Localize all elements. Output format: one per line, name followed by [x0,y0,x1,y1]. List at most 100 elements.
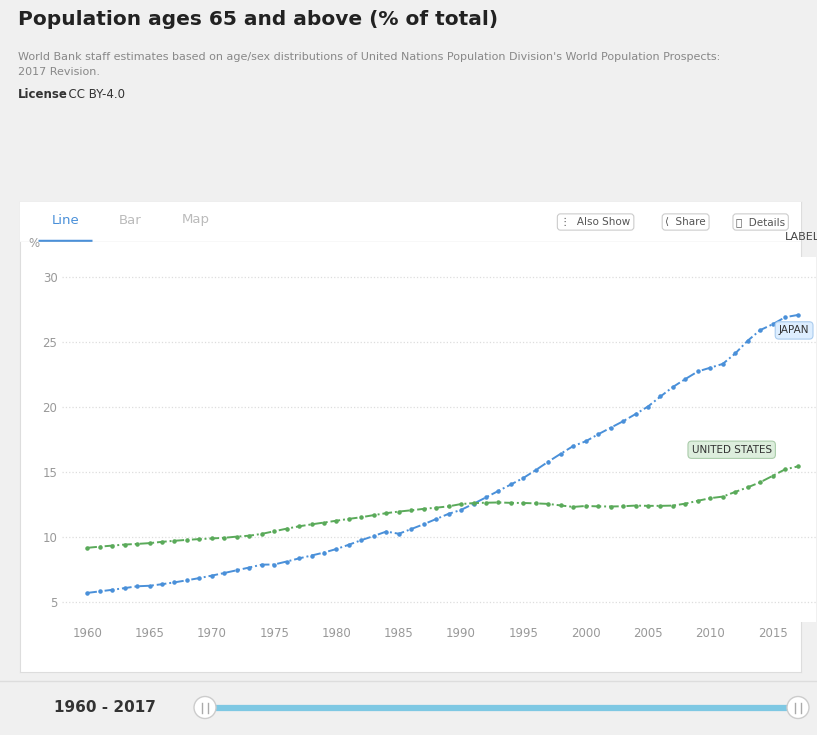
Point [629,500,642,512]
Point [492,485,505,497]
Point [404,523,417,535]
Point [330,543,343,555]
Text: 1960 - 2017: 1960 - 2017 [54,700,156,715]
Point [342,513,355,525]
Point [717,491,730,503]
Point [355,512,368,523]
Point [417,503,431,514]
Point [168,576,181,588]
Point [193,533,206,545]
Point [342,539,355,551]
Point [542,456,555,467]
Point [667,500,680,512]
Point [542,498,555,510]
Point [617,501,630,512]
Text: World Bank staff estimates based on age/sex distributions of United Nations Popu: World Bank staff estimates based on age/… [18,52,721,62]
Point [467,498,480,509]
Point [118,539,132,551]
Point [255,559,268,570]
Point [766,318,779,330]
Point [131,581,144,592]
Point [654,390,667,402]
Point [305,550,318,562]
Point [654,500,667,512]
Point [667,381,680,392]
Point [604,422,617,434]
Point [168,535,181,547]
Point [567,440,580,452]
Point [205,570,218,581]
Point [529,464,542,476]
Point [717,358,730,370]
Point [355,534,368,546]
Point [791,461,804,473]
Point [454,498,467,510]
Point [243,530,256,542]
Point [93,586,106,598]
Point [517,472,530,484]
Point [392,528,405,539]
Point [131,538,144,550]
Point [741,481,754,493]
Point [741,335,754,347]
Point [629,408,642,420]
Point [181,575,194,587]
Point [392,506,405,517]
Point [579,500,592,512]
Point [368,509,381,521]
Point [691,495,704,506]
Point [679,498,692,509]
Point [404,504,417,516]
Point [230,531,243,542]
Point [492,497,505,509]
Point [779,312,792,323]
Point [118,582,132,594]
Point [218,567,231,579]
Ellipse shape [194,697,216,719]
Point [318,517,331,528]
Point [155,578,168,590]
Point [280,523,293,534]
Point [442,501,455,512]
Point [181,534,194,546]
Point [380,507,393,519]
Point [517,497,530,509]
Point [729,348,742,359]
Point [430,502,443,514]
Point [554,500,567,512]
Point [205,533,218,545]
Point [255,528,268,539]
Point [691,365,704,377]
Text: ⟨  Share: ⟨ Share [665,217,706,227]
Point [753,324,766,336]
Text: LABEL: LABEL [785,232,817,243]
Point [143,537,156,549]
Point [567,501,580,513]
Text: UNITED STATES: UNITED STATES [692,445,772,455]
Point [779,464,792,476]
Point [305,518,318,530]
Text: Line: Line [51,213,79,226]
Point [641,500,654,512]
Point [679,373,692,385]
Point [243,562,256,573]
Point [766,470,779,481]
Point [81,542,94,553]
Point [529,498,542,509]
Text: ⋮  Also Show: ⋮ Also Show [560,217,631,227]
Point [230,564,243,576]
Text: Population ages 65 and above (% of total): Population ages 65 and above (% of total… [18,10,498,29]
Point [417,518,431,530]
Point [268,526,281,537]
Text: : CC BY-4.0: : CC BY-4.0 [57,88,125,101]
Point [318,547,331,559]
Point [193,572,206,584]
Point [729,486,742,498]
Point [703,362,717,373]
Point [480,492,493,503]
Point [703,492,717,504]
Point [454,504,467,516]
Point [442,508,455,520]
Point [380,526,393,537]
Point [105,539,118,551]
